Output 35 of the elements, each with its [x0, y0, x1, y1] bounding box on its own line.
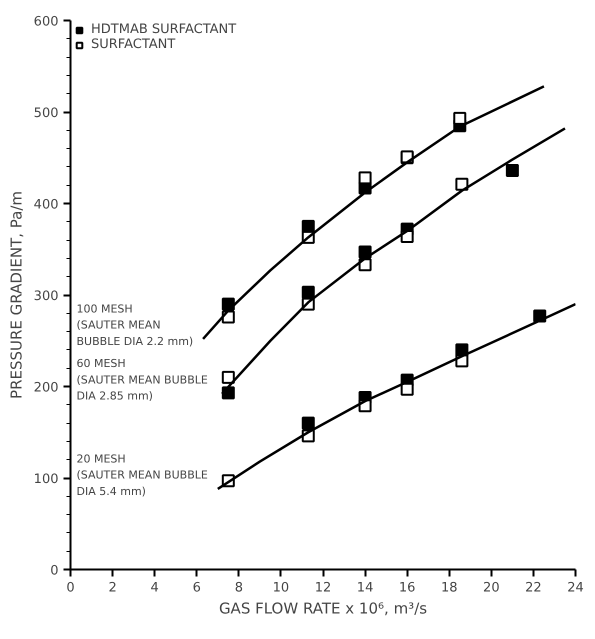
- point: [453, 112, 466, 125]
- x-tick-label: 20: [483, 580, 500, 596]
- x-tick-label: 6: [192, 580, 201, 596]
- point: [302, 416, 315, 430]
- x-tick-label: 4: [150, 580, 159, 596]
- point: [358, 171, 372, 184]
- y-tick-label: 600: [34, 14, 59, 30]
- point: [506, 164, 519, 178]
- x-tick-label: 16: [398, 580, 416, 596]
- x-tick-label: 0: [66, 580, 75, 596]
- x-tick-label: 10: [272, 580, 290, 596]
- y-tick-label: 100: [34, 472, 59, 487]
- legend-label: SURFACTANT: [91, 37, 176, 52]
- x-tick-label: 2: [108, 580, 117, 596]
- legend-label: HDTMAB SURFACTANT: [91, 22, 236, 37]
- x-tick-label: 8: [234, 580, 243, 596]
- y-axis-title: PRESSURE GRADIENT, Pa/m: [8, 191, 26, 399]
- annotation: 100 MESH (SAUTER MEAN BUBBLE DIA 2.2 mm): [76, 302, 194, 348]
- y-tick-label: 300: [34, 289, 59, 304]
- y-tick-label: 500: [34, 106, 59, 121]
- y-tick-label: 400: [34, 198, 59, 212]
- annotation: 20 MESH (SAUTER MEAN BUBBLE DIA 5.4 mm): [76, 452, 208, 498]
- point: [222, 370, 235, 384]
- line-series: [216, 302, 576, 490]
- x-tick-label: 18: [440, 580, 458, 596]
- x-tick-label: 12: [314, 580, 332, 596]
- x-tick-label: 14: [356, 580, 374, 596]
- line-series: [202, 85, 546, 340]
- y-tick-label: 0: [50, 564, 59, 578]
- y-tick-label: 200: [34, 380, 59, 396]
- x-tick-label: 22: [525, 580, 542, 596]
- point: [400, 382, 414, 396]
- annotation: 60 MESH (SAUTER MEAN BUBBLE DIA 2.85 mm): [76, 357, 208, 403]
- x-axis-title: GAS FLOW RATE x 10⁶, m³/s: [218, 600, 428, 618]
- x-tick-label: 24: [567, 580, 584, 596]
